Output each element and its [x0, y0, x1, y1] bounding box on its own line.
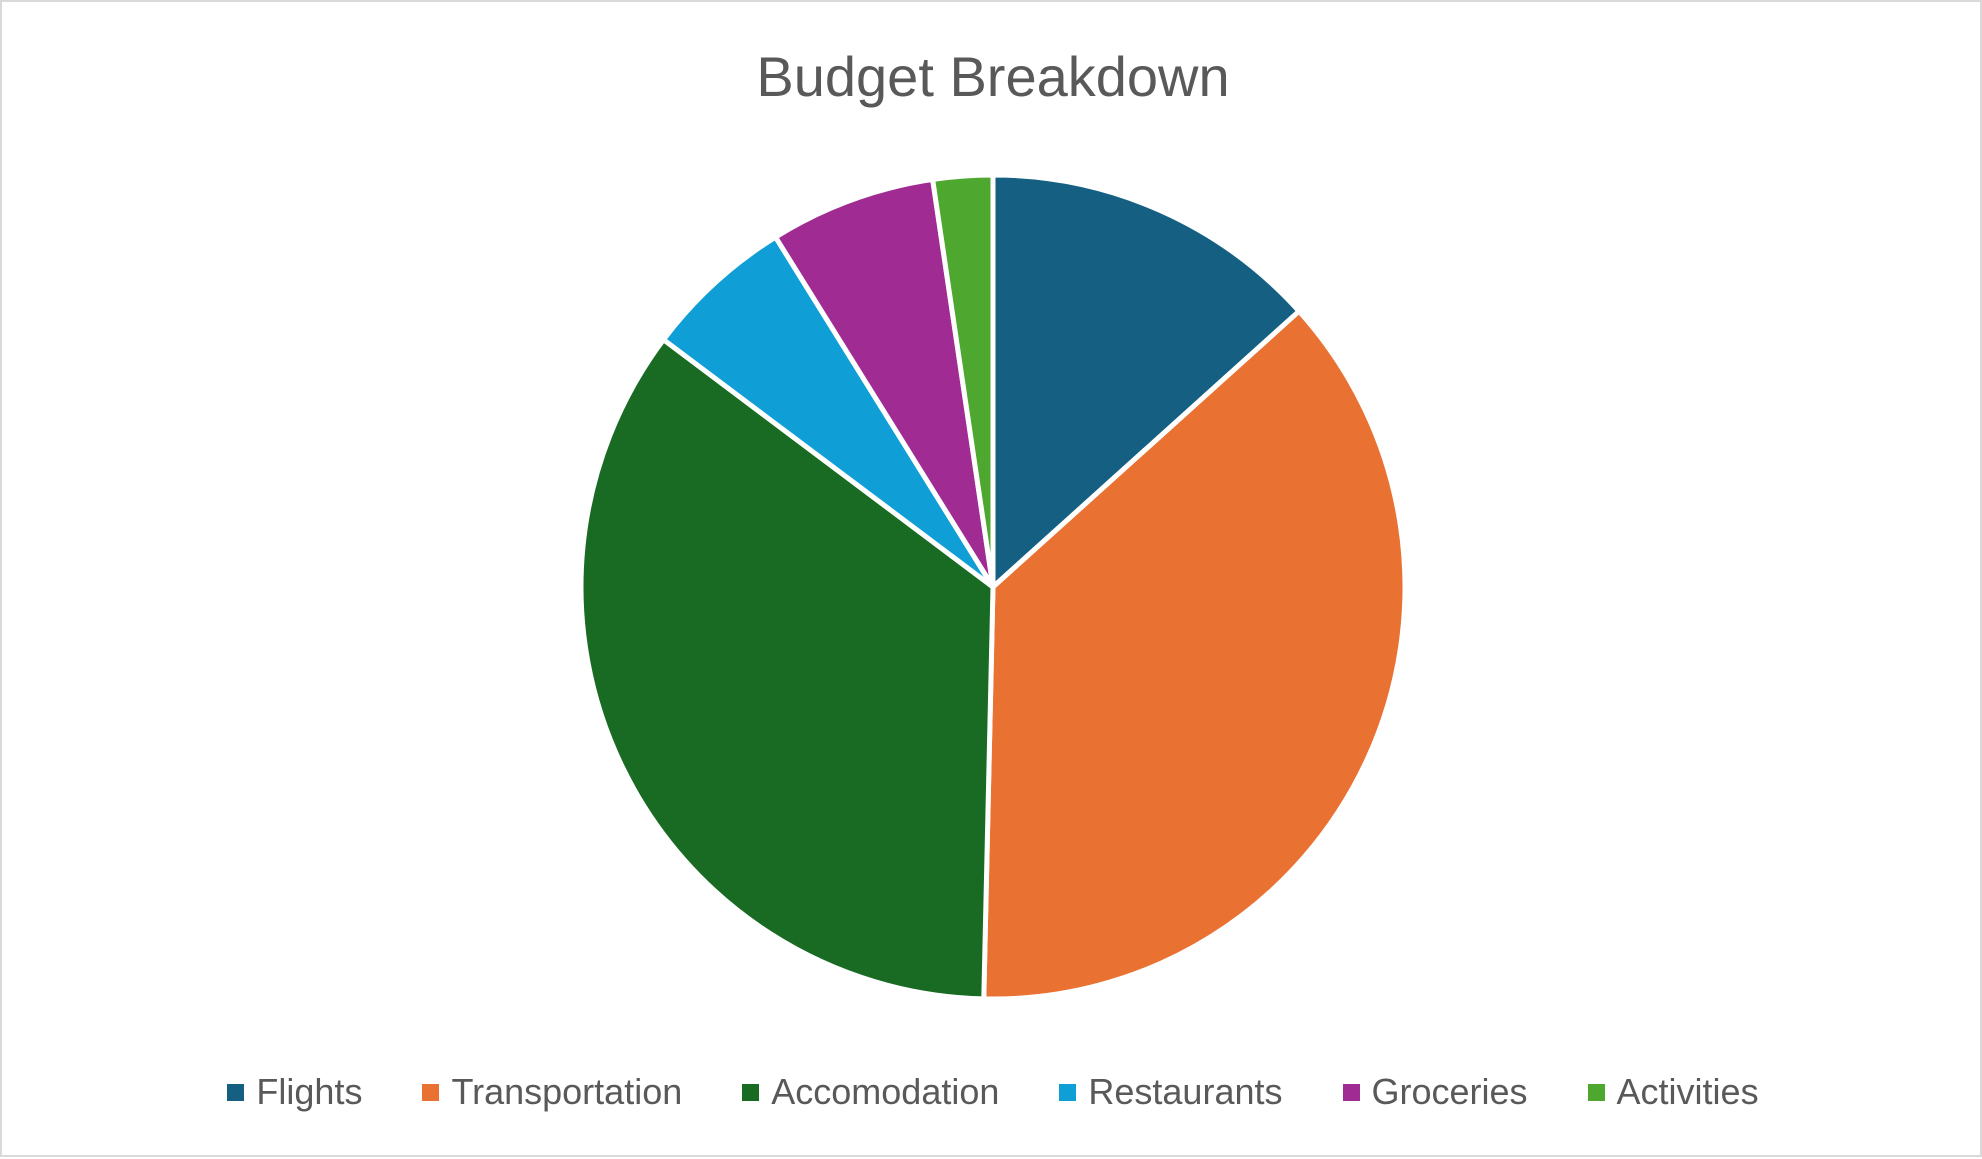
legend-item-accomodation: Accomodation: [742, 1070, 999, 1114]
legend-swatch-restaurants: [1059, 1083, 1077, 1101]
legend: Flights Transportation Accomodation Restaur…: [2, 1064, 1982, 1120]
legend-label-activities: Activities: [1616, 1071, 1759, 1112]
legend-label-transportation: Transportation: [451, 1071, 683, 1112]
legend-label-groceries: Groceries: [1371, 1071, 1528, 1112]
legend-item-activities: Activities: [1587, 1070, 1759, 1114]
pie-slice-accomodation: [578, 337, 996, 1002]
pie-slice-groceries: [773, 176, 996, 590]
pie-slice-restaurants: [661, 234, 996, 590]
legend-item-restaurants: Restaurants: [1059, 1070, 1283, 1114]
legend-item-groceries: Groceries: [1342, 1070, 1528, 1114]
chart-title: Budget Breakdown: [756, 45, 1230, 108]
legend-swatch-flights: [227, 1083, 245, 1101]
legend-swatch-groceries: [1342, 1083, 1360, 1101]
pie-slice-flights: [990, 172, 1302, 590]
legend-swatch-activities: [1587, 1083, 1605, 1101]
legend-label-flights: Flights: [256, 1071, 363, 1112]
pie-slice-transportation: [981, 308, 1408, 1002]
legend-swatch-accomodation: [742, 1083, 760, 1101]
legend-label-restaurants: Restaurants: [1088, 1071, 1283, 1112]
legend-item-transportation: Transportation: [422, 1070, 682, 1114]
pie-slices: [578, 172, 1408, 1002]
legend-item-flights: Flights: [227, 1070, 362, 1114]
pie-slice-activities: [930, 172, 996, 590]
legend-swatch-transportation: [422, 1083, 440, 1101]
legend-label-accomodation: Accomodation: [771, 1071, 1000, 1112]
